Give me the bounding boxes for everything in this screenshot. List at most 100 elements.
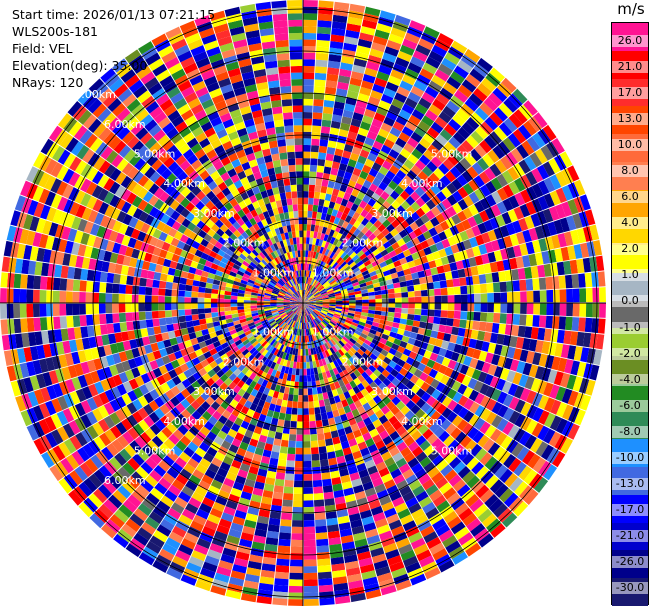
gate-cell [324, 342, 330, 350]
gate-cell [303, 303, 309, 308]
gate-cell [277, 459, 287, 467]
gate-cell [526, 404, 538, 419]
gate-cell [347, 465, 358, 475]
gate-cell [310, 151, 319, 159]
gate-cell [310, 313, 315, 320]
gate-cell [420, 192, 431, 204]
gate-cell [446, 318, 454, 327]
gate-cell [431, 274, 440, 282]
gate-cell [69, 391, 81, 405]
gate-cell [217, 303, 225, 308]
gate-cell [121, 480, 136, 494]
gate-cell [94, 381, 105, 395]
gate-cell [413, 339, 422, 348]
gate-cell [351, 408, 360, 418]
gate-cell [463, 410, 475, 423]
gate-cell [203, 364, 213, 373]
gate-cell [133, 508, 149, 522]
gate-cell [246, 281, 254, 287]
gate-cell [404, 185, 415, 196]
gate-cell [232, 263, 241, 271]
gate-cell [318, 225, 324, 233]
gate-cell [206, 356, 215, 364]
gate-cell [479, 210, 490, 223]
gate-cell [120, 405, 132, 418]
gate-cell [405, 195, 416, 206]
gate-cell [555, 203, 566, 219]
gate-cell [396, 479, 409, 491]
gate-cell [264, 294, 271, 298]
gate-cell [278, 247, 284, 255]
gate-cell [303, 480, 313, 488]
gate-cell [340, 198, 349, 207]
gate-cell [530, 265, 539, 279]
gate-cell [86, 167, 99, 182]
gate-cell [349, 337, 357, 345]
gate-cell [233, 557, 249, 568]
gate-cell [344, 256, 352, 264]
gate-cell [325, 285, 332, 290]
gate-cell [238, 333, 246, 340]
gate-cell [173, 98, 188, 110]
gate-cell [421, 115, 435, 127]
gate-cell [367, 443, 378, 454]
gate-cell [303, 303, 310, 306]
gate-cell [466, 117, 480, 131]
gate-cell [346, 284, 354, 289]
gate-cell [263, 232, 270, 241]
gate-cell [355, 99, 368, 109]
gate-cell [244, 118, 255, 128]
gate-cell [522, 450, 535, 465]
gate-cell [303, 309, 306, 317]
gate-cell [139, 432, 152, 444]
gate-cell [346, 396, 354, 406]
gate-cell [352, 319, 360, 325]
gate-cell [303, 546, 317, 554]
gate-cell [296, 362, 300, 369]
gate-cell [305, 283, 309, 291]
gate-cell [278, 292, 285, 296]
gate-cell [315, 59, 328, 68]
gate-cell [399, 318, 408, 325]
gate-cell [375, 294, 382, 299]
gate-cell [294, 250, 298, 258]
gate-cell [71, 377, 82, 391]
gate-cell [430, 330, 439, 339]
gate-cell [244, 351, 252, 359]
gate-cell [267, 430, 276, 439]
gate-cell [320, 312, 327, 317]
gate-cell [392, 322, 400, 329]
gate-cell [513, 206, 525, 220]
gate-cell [207, 549, 222, 560]
gate-cell [238, 363, 246, 372]
gate-cell [131, 367, 141, 378]
gate-cell [159, 75, 174, 88]
gate-cell [297, 298, 303, 303]
gate-cell [178, 143, 191, 155]
gate-cell [211, 94, 225, 105]
gate-cell [335, 373, 342, 382]
gate-cell [360, 209, 369, 218]
gate-cell [263, 54, 277, 63]
gate-cell [386, 373, 396, 383]
gate-cell [85, 303, 93, 315]
gate-cell [191, 308, 199, 315]
gate-cell [327, 67, 340, 76]
gate-cell [225, 192, 235, 202]
gate-cell [233, 393, 242, 403]
gate-cell [202, 411, 212, 421]
gate-cell [275, 317, 282, 323]
gate-cell [485, 181, 497, 194]
gate-cell [432, 494, 447, 507]
gate-cell [396, 252, 406, 260]
gate-cell [96, 368, 107, 381]
gate-cell [170, 149, 183, 161]
gate-cell [175, 457, 187, 469]
gate-cell [208, 415, 218, 426]
gate-cell [240, 532, 254, 542]
gate-cell [374, 77, 388, 88]
gate-cell [455, 372, 466, 384]
gate-cell [339, 234, 346, 243]
gate-cell [345, 239, 353, 247]
gate-cell [287, 453, 296, 461]
